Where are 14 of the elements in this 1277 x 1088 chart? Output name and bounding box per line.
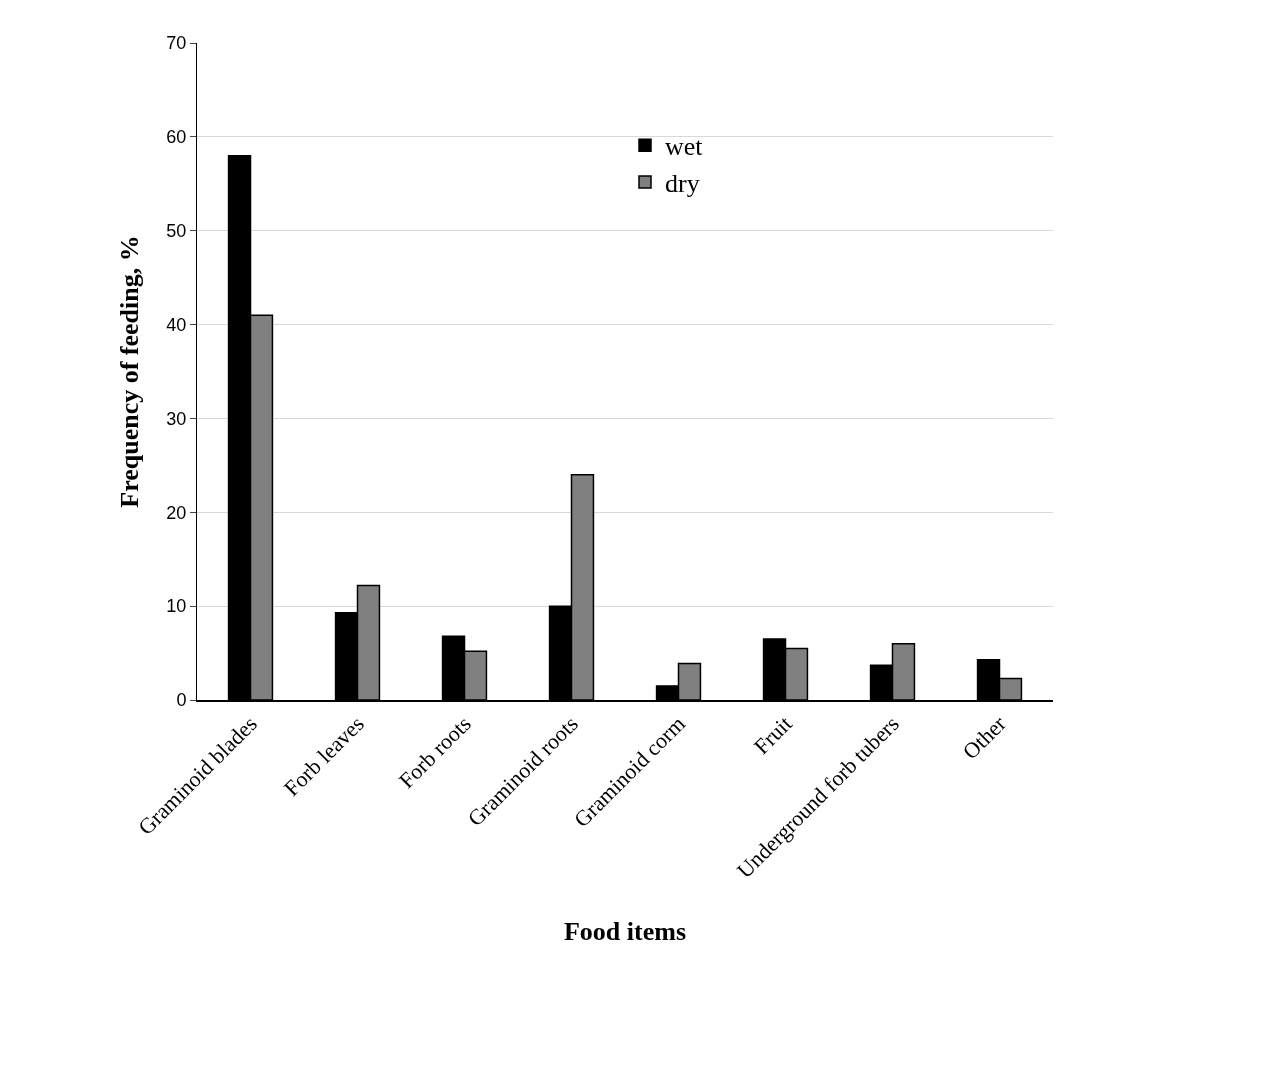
y-tick-label: 40	[166, 314, 187, 335]
x-axis-title: Food items	[563, 917, 687, 947]
y-tick-label: 50	[166, 221, 187, 242]
legend-label: dry	[665, 169, 700, 199]
y-tick-label: 30	[166, 408, 187, 429]
y-tick-label: 0	[176, 690, 187, 711]
y-tick-label: 10	[166, 596, 187, 617]
y-tick-label: 60	[166, 127, 187, 148]
x-tick-label: Forb roots	[393, 711, 476, 794]
y-tick-label: 20	[166, 502, 187, 523]
y-axis-title: Frequency of feeding, %	[114, 235, 144, 508]
y-tick-label: 70	[166, 33, 187, 54]
x-tick-label: Fruit	[748, 711, 797, 759]
legend-label: wet	[665, 132, 704, 162]
